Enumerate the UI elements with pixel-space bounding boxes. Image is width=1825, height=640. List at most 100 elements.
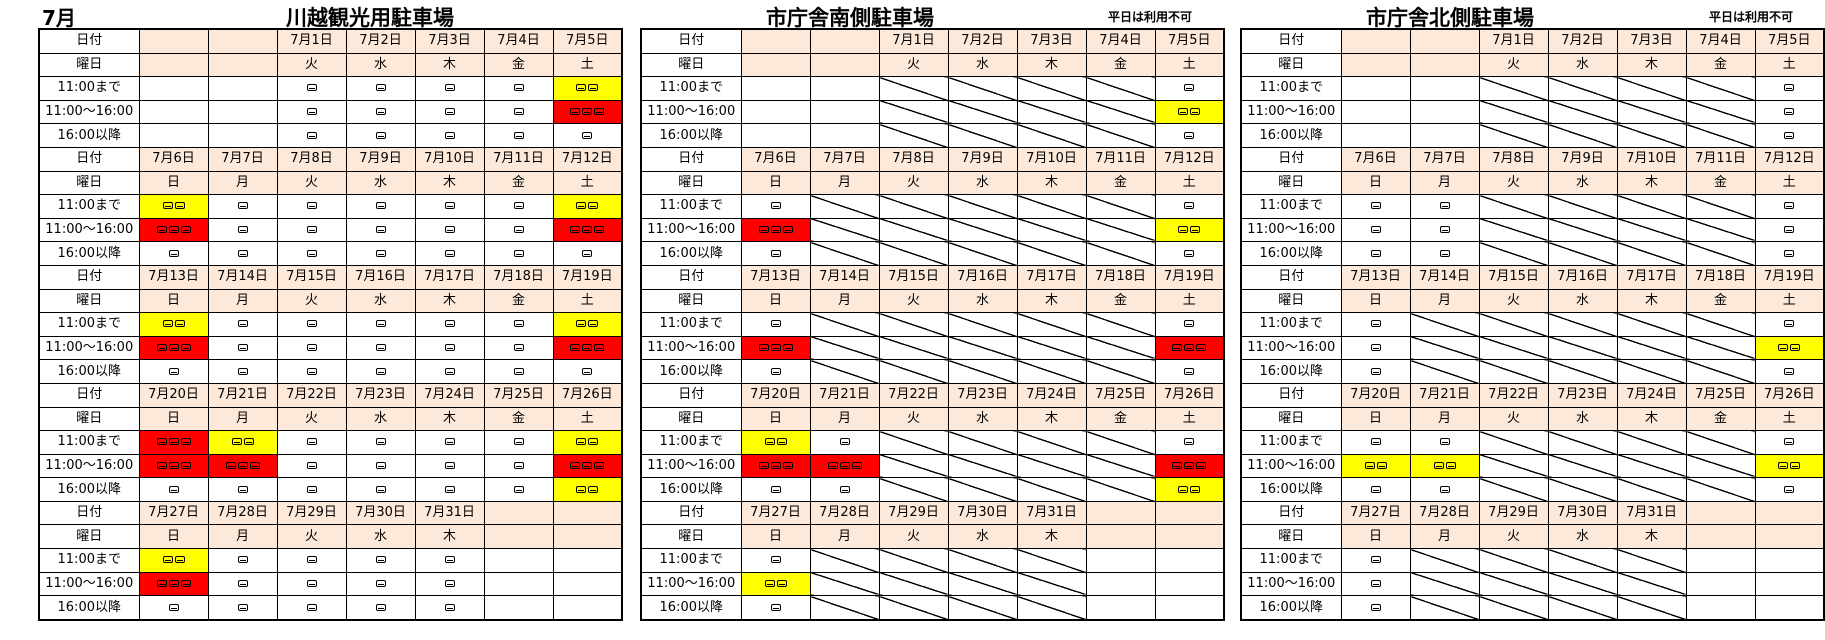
full-cell xyxy=(740,217,811,243)
available-cell xyxy=(1754,241,1825,266)
weekday-cell: 月 xyxy=(1409,170,1480,196)
unavailable-cell xyxy=(878,430,949,455)
weekday-cell: 日 xyxy=(1340,406,1411,432)
bus-icon xyxy=(168,438,179,446)
bus-icon xyxy=(375,108,386,116)
weekday-cell: 日 xyxy=(740,170,811,196)
available-cell xyxy=(345,217,416,243)
available-cell xyxy=(414,194,485,219)
available-cell xyxy=(207,595,278,621)
unavailable-cell xyxy=(1409,571,1480,597)
available-cell xyxy=(809,477,880,502)
available-cell xyxy=(276,595,347,621)
bus-icon xyxy=(306,249,317,257)
unavailable-cell xyxy=(947,477,1018,502)
weekday-cell: 木 xyxy=(414,524,485,550)
empty-cell xyxy=(740,99,811,125)
unavailable-cell xyxy=(1547,123,1618,148)
available-cell xyxy=(483,430,554,455)
bus-icon xyxy=(1178,226,1189,234)
row-label-date: 日付 xyxy=(1240,264,1342,290)
bus-icon xyxy=(306,226,317,234)
empty-cell xyxy=(138,76,209,101)
empty-cell xyxy=(1154,571,1225,597)
unavailable-cell xyxy=(878,548,949,573)
weekday-cell: 金 xyxy=(1685,406,1756,432)
weekday-cell: 日 xyxy=(1340,288,1411,314)
empty-cell xyxy=(1340,123,1411,148)
weekday-cell: 日 xyxy=(138,170,209,196)
bus-icon xyxy=(156,226,167,234)
weekday-cell: 水 xyxy=(947,524,1018,550)
bus-icon xyxy=(513,131,524,139)
date-cell: 7月18日 xyxy=(1085,264,1156,290)
weekday-cell: 土 xyxy=(1754,406,1825,432)
parking-table-north: 日付 7月1日 7月2日 7月3日 7月4日 7月5日 曜日火水木金土 11:00まで 11:0… xyxy=(1240,28,1825,621)
bus-icon xyxy=(375,249,386,257)
bus-icon xyxy=(306,344,317,352)
weekday-cell: 火 xyxy=(878,170,949,196)
weekday-cell: 金 xyxy=(483,170,554,196)
bus-icon xyxy=(1178,108,1189,116)
weekday-cell: 金 xyxy=(1685,288,1756,314)
date-cell: 7月3日 xyxy=(1616,28,1687,54)
row-label-slot2: 11:00～16:00 xyxy=(38,335,140,361)
weekday-cell: 火 xyxy=(1478,52,1549,78)
weekday-cell: 金 xyxy=(1685,52,1756,78)
unavailable-cell xyxy=(878,453,949,479)
row-label-slot1: 11:00まで xyxy=(38,76,140,101)
date-cell: 7月1日 xyxy=(1478,28,1549,54)
time-slot-row: 11:00～16:00 xyxy=(640,217,1225,243)
date-cell: 7月18日 xyxy=(1685,264,1756,290)
unavailable-cell xyxy=(1685,76,1756,101)
weekday-cell: 火 xyxy=(1478,288,1549,314)
date-cell: 7月28日 xyxy=(1409,500,1480,526)
available-cell xyxy=(483,217,554,243)
bus-icon xyxy=(237,603,248,611)
weekday-cell: 月 xyxy=(809,406,880,432)
row-label-weekday: 曜日 xyxy=(640,524,742,550)
available-cell xyxy=(740,312,811,337)
row-label-date: 日付 xyxy=(640,264,742,290)
bus-icon xyxy=(513,226,524,234)
weekday-row: 曜日日月火水木金土 xyxy=(640,406,1225,432)
unavailable-cell xyxy=(1085,312,1156,337)
empty-cell xyxy=(483,595,554,621)
bus-icon xyxy=(827,461,838,469)
bus-icon xyxy=(174,202,185,210)
empty-cell xyxy=(740,123,811,148)
time-slot-row: 11:00まで xyxy=(640,548,1225,573)
weekday-cell: 金 xyxy=(1085,170,1156,196)
row-label-slot3: 16:00以降 xyxy=(640,123,742,148)
unavailable-cell xyxy=(1616,453,1687,479)
available-cell xyxy=(276,548,347,573)
weekday-cell: 金 xyxy=(1085,406,1156,432)
unavailable-cell xyxy=(1547,453,1618,479)
date-row: 日付 7月13日 7月14日 7月15日 7月16日 7月17日 7月18日 7月19日 xyxy=(640,264,1225,290)
bus-icon xyxy=(782,226,793,234)
weekday-cell: 水 xyxy=(947,406,1018,432)
time-slot-row: 11:00～16:00 xyxy=(640,99,1225,125)
bus-icon xyxy=(237,226,248,234)
bus-icon xyxy=(375,579,386,587)
bus-icon xyxy=(1184,202,1195,210)
time-slot-row: 11:00まで xyxy=(38,430,623,455)
available-cell xyxy=(483,76,554,101)
unavailable-cell xyxy=(1616,548,1687,573)
unavailable-cell xyxy=(1016,453,1087,479)
row-label-weekday: 曜日 xyxy=(640,170,742,196)
unavailable-cell xyxy=(809,312,880,337)
unavailable-cell xyxy=(1685,194,1756,219)
full-cell xyxy=(138,335,209,361)
date-cell: 7月20日 xyxy=(1340,382,1411,408)
unavailable-cell xyxy=(1616,194,1687,219)
row-label-slot3: 16:00以降 xyxy=(640,595,742,621)
date-cell: 7月24日 xyxy=(1016,382,1087,408)
weekday-cell: 火 xyxy=(878,288,949,314)
full-cell xyxy=(138,571,209,597)
weekday-row: 曜日日月火水木金土 xyxy=(38,288,623,314)
bus-icon xyxy=(582,249,593,257)
bus-icon xyxy=(168,367,179,375)
unavailable-cell xyxy=(1409,548,1480,573)
available-cell xyxy=(414,217,485,243)
